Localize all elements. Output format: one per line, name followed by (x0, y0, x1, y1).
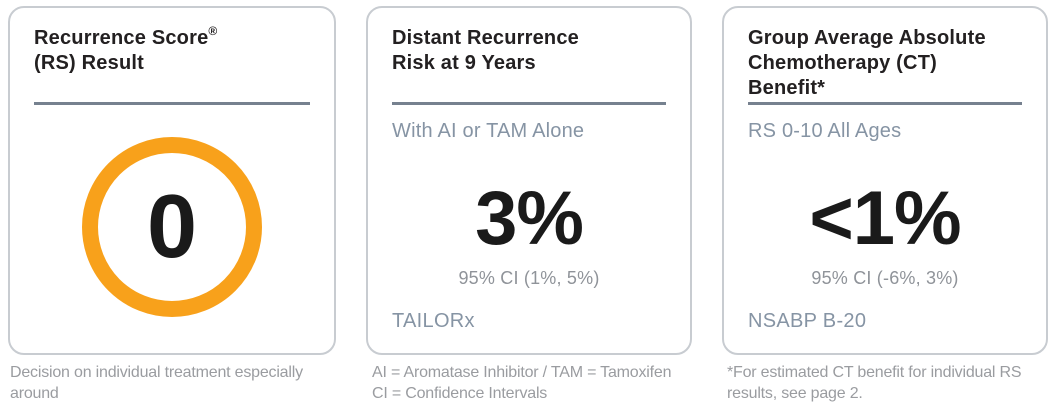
footnote-ct-benefit: *For estimated CT benefit for individual… (727, 362, 1054, 403)
footnote-recurrence-score: Decision on individual treatment especia… (10, 362, 355, 403)
treatment-arm-label: With AI or TAM Alone (392, 120, 585, 142)
card-chemotherapy-benefit: Group Average Absolute Chemotherapy (CT)… (722, 6, 1048, 355)
patient-group-label: RS 0-10 All Ages (748, 120, 902, 142)
title-text-line2: (RS) Result (34, 52, 144, 74)
footnote-line2: results, see page 2. (727, 385, 863, 402)
title-text-line1: Group Average Absolute (748, 27, 986, 49)
card-recurrence-score-title: Recurrence Score® (RS) Result (34, 24, 310, 76)
title-text-line2: Risk at 9 Years (392, 52, 536, 74)
trial-name-label: TAILORx (392, 310, 475, 332)
footnote-abbreviations: AI = Aromatase Inhibitor / TAM = Tamoxif… (372, 362, 712, 403)
divider-line (748, 102, 1022, 105)
divider-line (392, 102, 666, 105)
footnote-line1: AI = Aromatase Inhibitor / TAM = Tamoxif… (372, 364, 672, 381)
recurrence-score-value: 0 (146, 177, 198, 277)
footnote-line1: *For estimated CT benefit for individual… (727, 364, 1022, 381)
divider-line (34, 102, 310, 105)
card-distant-recurrence-header: Distant Recurrence Risk at 9 Years (392, 26, 666, 102)
confidence-interval-text: 95% CI (-6%, 3%) (811, 267, 959, 288)
title-text-line2: Chemotherapy (CT) (748, 52, 937, 74)
card-distant-recurrence-title: Distant Recurrence Risk at 9 Years (392, 26, 666, 76)
distant-recurrence-risk-value: 3% (475, 176, 584, 261)
card-recurrence-score-header: Recurrence Score® (RS) Result (34, 24, 310, 102)
trial-name-label: NSABP B-20 (748, 310, 867, 332)
card-recurrence-score: Recurrence Score® (RS) Result 0 (8, 6, 336, 355)
card-distant-recurrence-risk: Distant Recurrence Risk at 9 Years With … (366, 6, 692, 355)
card-chemotherapy-benefit-title: Group Average Absolute Chemotherapy (CT)… (748, 26, 1022, 101)
confidence-interval-text: 95% CI (1%, 5%) (458, 267, 600, 288)
chemotherapy-benefit-value: <1% (809, 176, 961, 261)
title-text-line1: Distant Recurrence (392, 27, 579, 49)
cards-row: Recurrence Score® (RS) Result 0 Distant … (8, 6, 1048, 355)
footnote-line1: Decision on individual treatment especia… (10, 364, 303, 402)
footnote-line2: CI = Confidence Intervals (372, 385, 548, 402)
card-chemotherapy-benefit-header: Group Average Absolute Chemotherapy (CT)… (748, 26, 1022, 102)
registered-trademark-symbol: ® (208, 24, 218, 38)
title-text-line1: Recurrence Score (34, 27, 209, 49)
score-ring-circle: 0 (82, 137, 262, 317)
title-text-line3: Benefit* (748, 77, 826, 99)
